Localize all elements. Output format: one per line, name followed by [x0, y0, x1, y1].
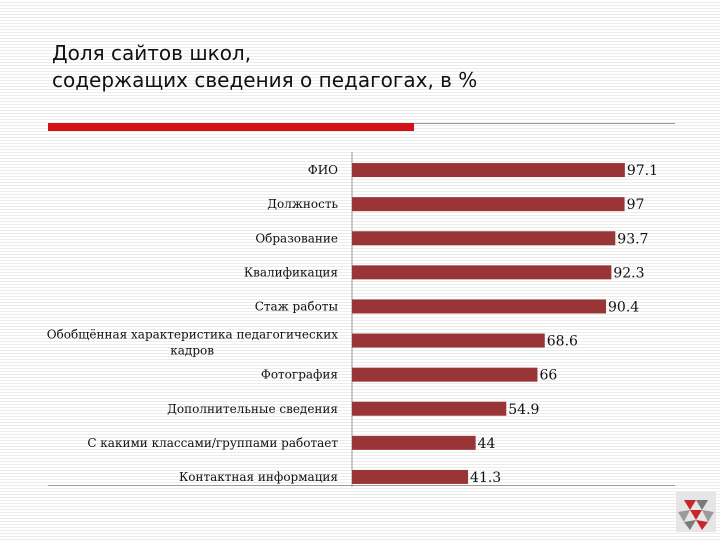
bar — [352, 333, 545, 348]
slide-title: Доля сайтов школ, содержащих сведения о … — [52, 40, 477, 94]
bar — [352, 197, 625, 212]
category-label: Фотография — [261, 368, 338, 382]
category-label: Обобщённая характеристика педагогических… — [47, 328, 339, 358]
category-label: Квалификация — [244, 265, 338, 279]
data-label: 93.7 — [617, 231, 648, 247]
category-label: Стаж работы — [255, 299, 339, 313]
data-label: 92.3 — [613, 265, 644, 281]
bar — [352, 231, 616, 246]
data-label: 90.4 — [608, 299, 639, 315]
data-label: 97.1 — [627, 163, 658, 179]
data-label: 54.9 — [508, 402, 539, 418]
category-label: ФИО — [308, 163, 338, 177]
bar — [352, 435, 476, 450]
data-label: 68.6 — [547, 334, 578, 350]
slide-title-line-2: содержащих сведения о педагогах, в % — [52, 68, 478, 92]
data-label: 66 — [539, 368, 557, 384]
title-accent-bar — [48, 123, 414, 131]
data-label: 44 — [478, 436, 496, 452]
organization-logo — [676, 492, 716, 532]
category-label: Образование — [255, 231, 338, 245]
bar — [352, 469, 469, 484]
slide-title-line-1: Доля сайтов школ, — [52, 41, 252, 65]
data-label: 41.3 — [470, 470, 501, 486]
bar — [352, 265, 612, 280]
bar — [352, 299, 607, 314]
data-label: 97 — [627, 197, 645, 213]
category-label: Дополнительные сведения — [167, 402, 338, 416]
category-label: Контактная информация — [179, 470, 338, 484]
category-label: Должность — [267, 197, 338, 211]
category-label: С какими классами/группами работает — [87, 436, 338, 450]
bar — [352, 163, 625, 178]
bar — [352, 401, 507, 416]
footer-divider — [48, 485, 675, 486]
bar — [352, 367, 538, 382]
